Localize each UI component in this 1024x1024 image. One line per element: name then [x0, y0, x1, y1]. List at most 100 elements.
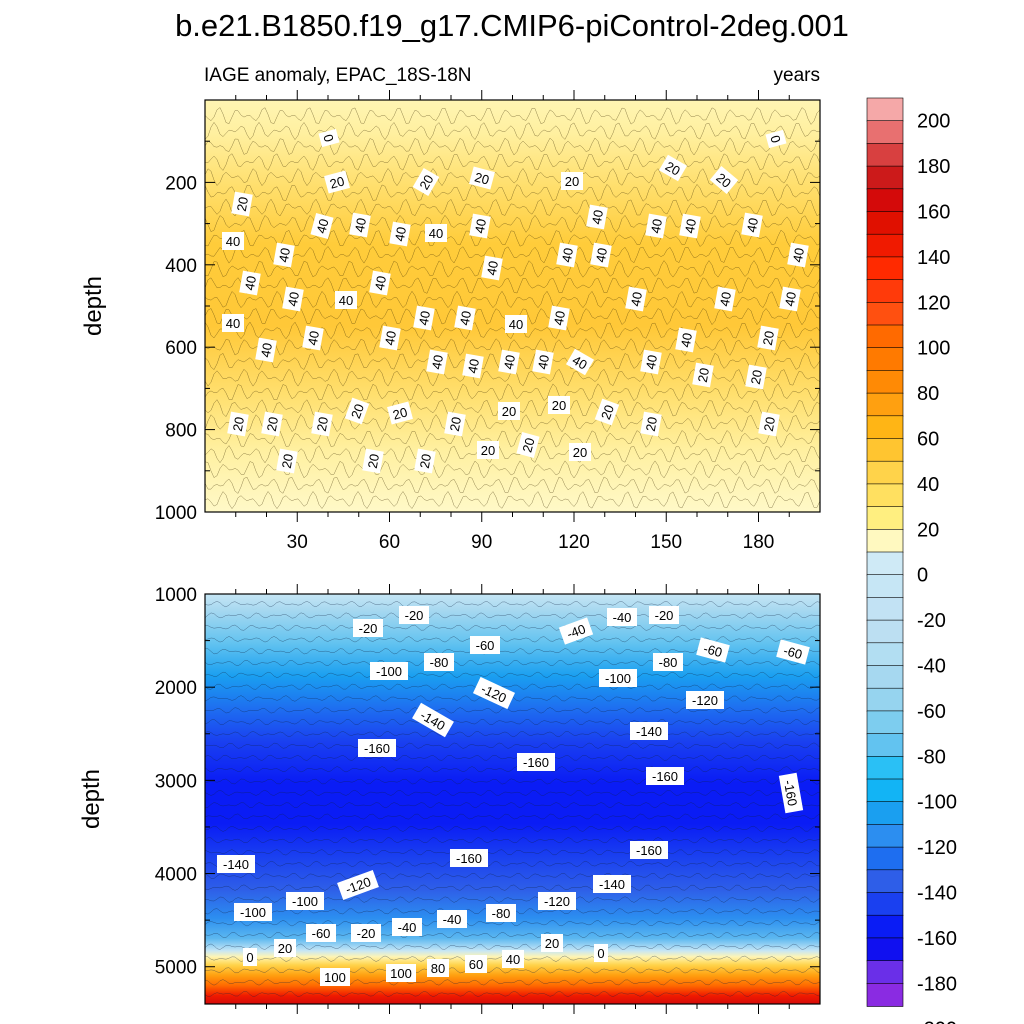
- contour-label: -80: [424, 653, 454, 671]
- contour-label-text: -40: [613, 610, 632, 625]
- contour-label-box: [273, 242, 295, 268]
- contour-label-box: [692, 362, 714, 388]
- colorbar-tick-label: 80: [917, 383, 939, 405]
- contour-label: 20: [344, 397, 370, 425]
- contour-label: 20: [640, 411, 662, 437]
- contour-line: [204, 730, 821, 738]
- top-right-label: years: [774, 65, 820, 86]
- contour-label: 20: [324, 170, 350, 194]
- contour-label-box: [386, 964, 416, 982]
- contour-label-box: [454, 305, 476, 331]
- contour-label-text: 60: [469, 957, 483, 972]
- contour-label-box: [282, 286, 304, 312]
- contour-line: [204, 707, 821, 714]
- colorbar-tick-label: 200: [917, 111, 950, 133]
- contour-label: 40: [462, 353, 484, 379]
- contour-label: 40: [590, 242, 612, 268]
- contour-line: [204, 214, 821, 233]
- colorbar-bin: [866, 824, 904, 848]
- colorbar-tick-label: -160: [917, 928, 957, 950]
- contour-label: 40: [675, 327, 697, 353]
- contour-label: -120: [686, 691, 724, 709]
- contour-label-text: 40: [258, 342, 275, 359]
- contour-label-text: 40: [457, 310, 474, 327]
- contour-label-text: 40: [382, 330, 399, 347]
- contour-label-box: [787, 242, 809, 268]
- contour-label-box: [477, 441, 499, 459]
- contour-label-text: 20: [552, 398, 566, 413]
- contour-label-text: 40: [392, 226, 409, 243]
- colorbar-tick-label: 20: [917, 519, 939, 541]
- x-tick-label: 90: [471, 532, 492, 553]
- colorbar-bin: [866, 574, 904, 599]
- colorbar-bin: [866, 506, 904, 531]
- contour-label: -20: [351, 924, 381, 942]
- contour-label: 40: [645, 213, 667, 239]
- contour-label-text: 40: [484, 260, 501, 277]
- colorbar-bin: [866, 97, 904, 122]
- contour-line: [204, 198, 821, 217]
- contour-label: 20: [548, 396, 570, 414]
- contour-label-text: 20: [695, 367, 712, 384]
- contour-label: 40: [255, 337, 277, 363]
- contour-label: -80: [653, 653, 683, 671]
- colorbar-bin: [866, 438, 904, 463]
- contour-label-text: -60: [702, 641, 724, 660]
- contour-label-text: 40: [352, 217, 369, 234]
- contour-label-box: [586, 204, 608, 230]
- contour-label-text: 20: [230, 416, 247, 433]
- contour-label: -40: [607, 608, 637, 626]
- colorbar-bin: [866, 120, 904, 145]
- contour-label: 40: [498, 349, 520, 375]
- contour-label-box: [709, 166, 739, 194]
- contour-label-text: 40: [285, 291, 302, 308]
- contour-label-text: 40: [744, 217, 761, 234]
- contour-label-box: [649, 606, 679, 624]
- contour-label: 40: [282, 286, 304, 312]
- contour-label-text: 40: [472, 218, 489, 235]
- contour-line: [204, 979, 821, 986]
- contour-label: 40: [273, 242, 295, 268]
- contour-line: [204, 445, 821, 464]
- contour-line: [204, 778, 821, 785]
- contour-label-box: [358, 739, 396, 757]
- contour-label-text: 40: [226, 234, 240, 249]
- contour-label-text: 20: [545, 936, 559, 951]
- contour-label-text: 20: [473, 169, 491, 187]
- contour-label: 40: [787, 242, 809, 268]
- contour-label-text: 20: [264, 416, 281, 433]
- contour-label-box: [412, 702, 454, 738]
- contour-label-text: 40: [276, 247, 293, 264]
- contour-label-box: [392, 918, 422, 936]
- contour-label: -60: [776, 639, 810, 665]
- contour-label: 20: [469, 166, 495, 190]
- contour-label-box: [335, 291, 357, 309]
- contour-label-box: [630, 722, 668, 740]
- contour-label: -100: [286, 892, 324, 910]
- colorbar-bin: [866, 324, 904, 349]
- contour-label-text: 40: [643, 354, 660, 371]
- contour-label-text: 80: [431, 961, 445, 976]
- contour-label-text: 40: [242, 275, 259, 292]
- contour-label-box: [243, 948, 257, 966]
- contour-label-box: [679, 213, 701, 239]
- contour-label-box: [353, 619, 383, 637]
- colorbar-bin: [866, 211, 904, 236]
- contour-line: [204, 990, 821, 997]
- contour-label: 20: [261, 411, 283, 437]
- contour-label-text: 40: [226, 316, 240, 331]
- contour-label-box: [217, 855, 255, 873]
- contour-label-text: -120: [544, 894, 570, 909]
- colorbar-bin: [866, 710, 904, 735]
- contour-label-text: -100: [376, 664, 402, 679]
- contour-label: 40: [565, 348, 595, 376]
- colorbar-bin: [866, 869, 904, 894]
- contour-line: [204, 719, 821, 726]
- contour-label: 100: [386, 964, 416, 982]
- contour-label-text: -140: [599, 877, 625, 892]
- contour-label-box: [778, 772, 804, 814]
- colorbar-bin: [866, 914, 904, 939]
- contour-label-box: [320, 968, 350, 986]
- contour-label-text: 20: [565, 174, 579, 189]
- colorbar-bin: [866, 460, 904, 485]
